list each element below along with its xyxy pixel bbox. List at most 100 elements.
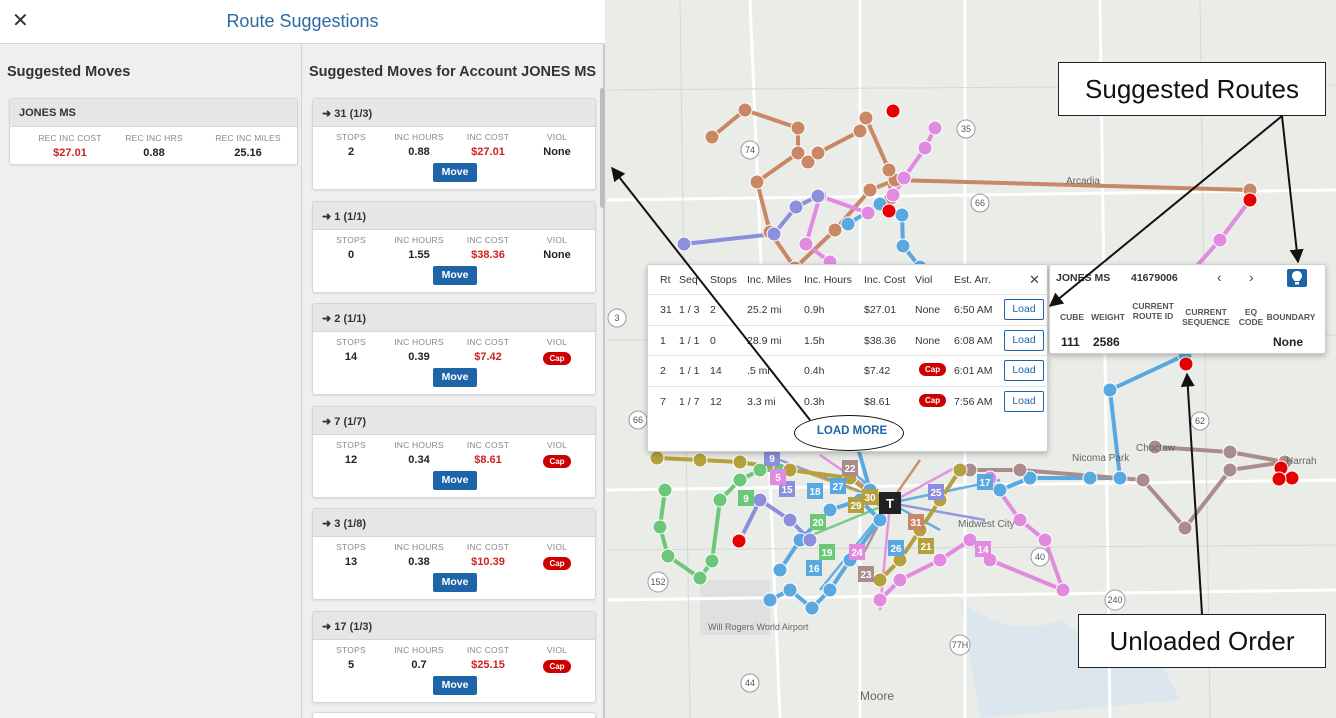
- stop-marker[interactable]: [1135, 472, 1151, 488]
- stop-marker[interactable]: [782, 512, 798, 528]
- route-number-marker[interactable]: [918, 538, 934, 554]
- stop-marker[interactable]: [749, 174, 765, 190]
- stop-marker[interactable]: [894, 207, 910, 223]
- depot-marker[interactable]: [879, 492, 901, 514]
- stop-marker[interactable]: [1147, 439, 1163, 455]
- route-number-marker[interactable]: [848, 497, 864, 513]
- stop-marker[interactable]: [885, 187, 901, 203]
- stop-marker[interactable]: [752, 492, 768, 508]
- route-number-marker[interactable]: [888, 540, 904, 556]
- route-number-marker[interactable]: [764, 450, 780, 466]
- stop-marker[interactable]: [992, 482, 1008, 498]
- account-card[interactable]: JONES MS REC INC COST $27.01 REC INC HRS…: [9, 98, 298, 165]
- stop-marker[interactable]: [895, 238, 911, 254]
- close-panel-button[interactable]: ✕: [12, 10, 29, 32]
- stop-marker[interactable]: [952, 462, 968, 478]
- move-card[interactable]: ➜ 3 (1/8) STOPS 13 INC HOURS 0.38 INC CO…: [312, 508, 596, 600]
- stop-marker[interactable]: [1037, 532, 1053, 548]
- unloaded-order-marker[interactable]: [731, 533, 747, 549]
- stop-marker[interactable]: [881, 162, 897, 178]
- unloaded-order-marker[interactable]: [1178, 356, 1194, 372]
- move-card[interactable]: ➜ 7 (1/7) STOPS 12 INC HOURS 0.34 INC CO…: [312, 405, 596, 498]
- stop-marker[interactable]: [798, 236, 814, 252]
- next-order-button[interactable]: ›: [1249, 269, 1254, 285]
- route-number-marker[interactable]: [810, 514, 826, 530]
- stop-marker[interactable]: [810, 188, 826, 204]
- stop-marker[interactable]: [752, 462, 768, 478]
- move-card[interactable]: ➜ 2 (1/1) STOPS 14 INC HOURS 0.39 INC CO…: [312, 303, 596, 395]
- stop-marker[interactable]: [822, 582, 838, 598]
- suggestion-close-button[interactable]: ✕: [1029, 272, 1040, 287]
- route-number-marker[interactable]: [862, 489, 878, 505]
- stop-marker[interactable]: [712, 492, 728, 508]
- stop-marker[interactable]: [852, 123, 868, 139]
- route-number-marker[interactable]: [738, 490, 754, 506]
- stop-marker[interactable]: [1212, 232, 1228, 248]
- move-card[interactable]: ➜ 1 (1/1) STOPS 0 INC HOURS 1.55 INC COS…: [312, 200, 596, 293]
- stop-marker[interactable]: [1112, 470, 1128, 486]
- load-button[interactable]: Load: [1004, 360, 1044, 381]
- load-button[interactable]: Load: [1004, 390, 1044, 412]
- move-button[interactable]: Move: [433, 470, 477, 490]
- stop-marker[interactable]: [872, 572, 888, 588]
- lightbulb-icon[interactable]: [1287, 269, 1307, 287]
- stop-marker[interactable]: [917, 140, 933, 156]
- stop-marker[interactable]: [1082, 470, 1098, 486]
- stop-marker[interactable]: [1012, 512, 1028, 528]
- route-number-marker[interactable]: [928, 484, 944, 500]
- load-button[interactable]: Load: [1004, 299, 1044, 320]
- stop-marker[interactable]: [802, 532, 818, 548]
- stop-marker[interactable]: [732, 454, 748, 470]
- stop-marker[interactable]: [1222, 462, 1238, 478]
- stop-marker[interactable]: [704, 129, 720, 145]
- route-number-marker[interactable]: [830, 478, 846, 494]
- stop-marker[interactable]: [692, 452, 708, 468]
- stop-marker[interactable]: [704, 553, 720, 569]
- move-button[interactable]: Move: [433, 163, 477, 182]
- route-number-marker[interactable]: [819, 544, 835, 560]
- unloaded-order-marker[interactable]: [1271, 471, 1287, 487]
- stop-marker[interactable]: [1022, 470, 1038, 486]
- route-number-marker[interactable]: [807, 483, 823, 499]
- stop-marker[interactable]: [827, 222, 843, 238]
- stop-marker[interactable]: [762, 592, 778, 608]
- stop-marker[interactable]: [1177, 520, 1193, 536]
- stop-marker[interactable]: [962, 532, 978, 548]
- stop-marker[interactable]: [840, 216, 856, 232]
- stop-marker[interactable]: [810, 145, 826, 161]
- stop-marker[interactable]: [896, 170, 912, 186]
- stop-marker[interactable]: [1102, 382, 1118, 398]
- route-number-marker[interactable]: [806, 560, 822, 576]
- stop-marker[interactable]: [872, 592, 888, 608]
- stop-marker[interactable]: [1222, 444, 1238, 460]
- stop-marker[interactable]: [790, 120, 806, 136]
- move-button[interactable]: Move: [433, 368, 477, 387]
- stop-marker[interactable]: [1055, 582, 1071, 598]
- stop-marker[interactable]: [657, 482, 673, 498]
- route-number-marker[interactable]: [858, 566, 874, 582]
- stop-marker[interactable]: [660, 548, 676, 564]
- route-number-marker[interactable]: [908, 514, 924, 530]
- stop-marker[interactable]: [732, 472, 748, 488]
- stop-marker[interactable]: [737, 102, 753, 118]
- stop-marker[interactable]: [652, 519, 668, 535]
- stop-marker[interactable]: [804, 600, 820, 616]
- stop-marker[interactable]: [822, 502, 838, 518]
- moves-scrollbar[interactable]: [600, 88, 605, 208]
- stop-marker[interactable]: [766, 226, 782, 242]
- stop-marker[interactable]: [788, 199, 804, 215]
- stop-marker[interactable]: [858, 110, 874, 126]
- stop-marker[interactable]: [676, 236, 692, 252]
- stop-marker[interactable]: [862, 182, 878, 198]
- unloaded-order-marker[interactable]: [1284, 470, 1300, 486]
- stop-marker[interactable]: [932, 552, 948, 568]
- previous-order-button[interactable]: ‹: [1217, 269, 1222, 285]
- unloaded-order-marker[interactable]: [885, 103, 901, 119]
- unloaded-order-marker[interactable]: [881, 203, 897, 219]
- unloaded-order-marker[interactable]: [1242, 192, 1258, 208]
- stop-marker[interactable]: [782, 582, 798, 598]
- move-card[interactable]: ➜ 31 (1/3) STOPS 2 INC HOURS 0.88 INC CO…: [312, 98, 596, 190]
- route-number-marker[interactable]: [770, 469, 786, 485]
- stop-marker[interactable]: [772, 562, 788, 578]
- stop-marker[interactable]: [649, 450, 665, 466]
